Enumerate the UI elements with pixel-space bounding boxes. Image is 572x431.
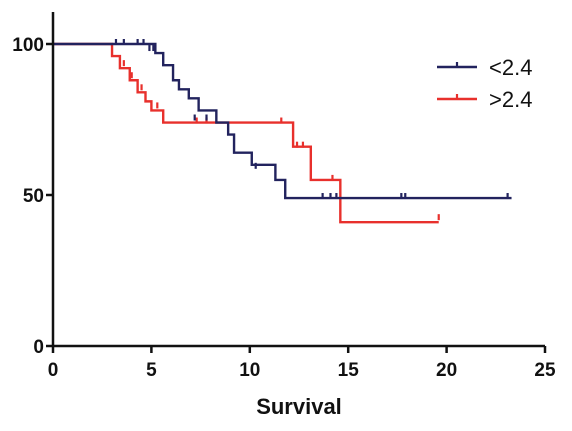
x-tick-label: 20 [436,360,457,381]
legend: <2.4 >2.4 [437,55,532,112]
y-tick-label: 50 [23,186,44,207]
series-layer [53,39,512,224]
legend-low-label: <2.4 [489,55,532,80]
x-tick-label: 0 [48,360,59,381]
x-tick-label: 5 [146,360,157,381]
y-tick-label: 0 [33,337,44,358]
x-tick-label: 10 [239,360,260,381]
legend-high-label: >2.4 [489,87,532,112]
series-high-line [53,42,439,224]
y-tick-label: 100 [12,35,44,56]
series-low-line [53,42,512,200]
x-axis-title: Survival [256,394,342,419]
ticks: 0 5 10 15 20 25 0 50 100 [12,35,556,381]
x-tick-label: 15 [338,360,360,381]
x-tick-label: 25 [534,360,556,381]
axes [51,12,545,348]
